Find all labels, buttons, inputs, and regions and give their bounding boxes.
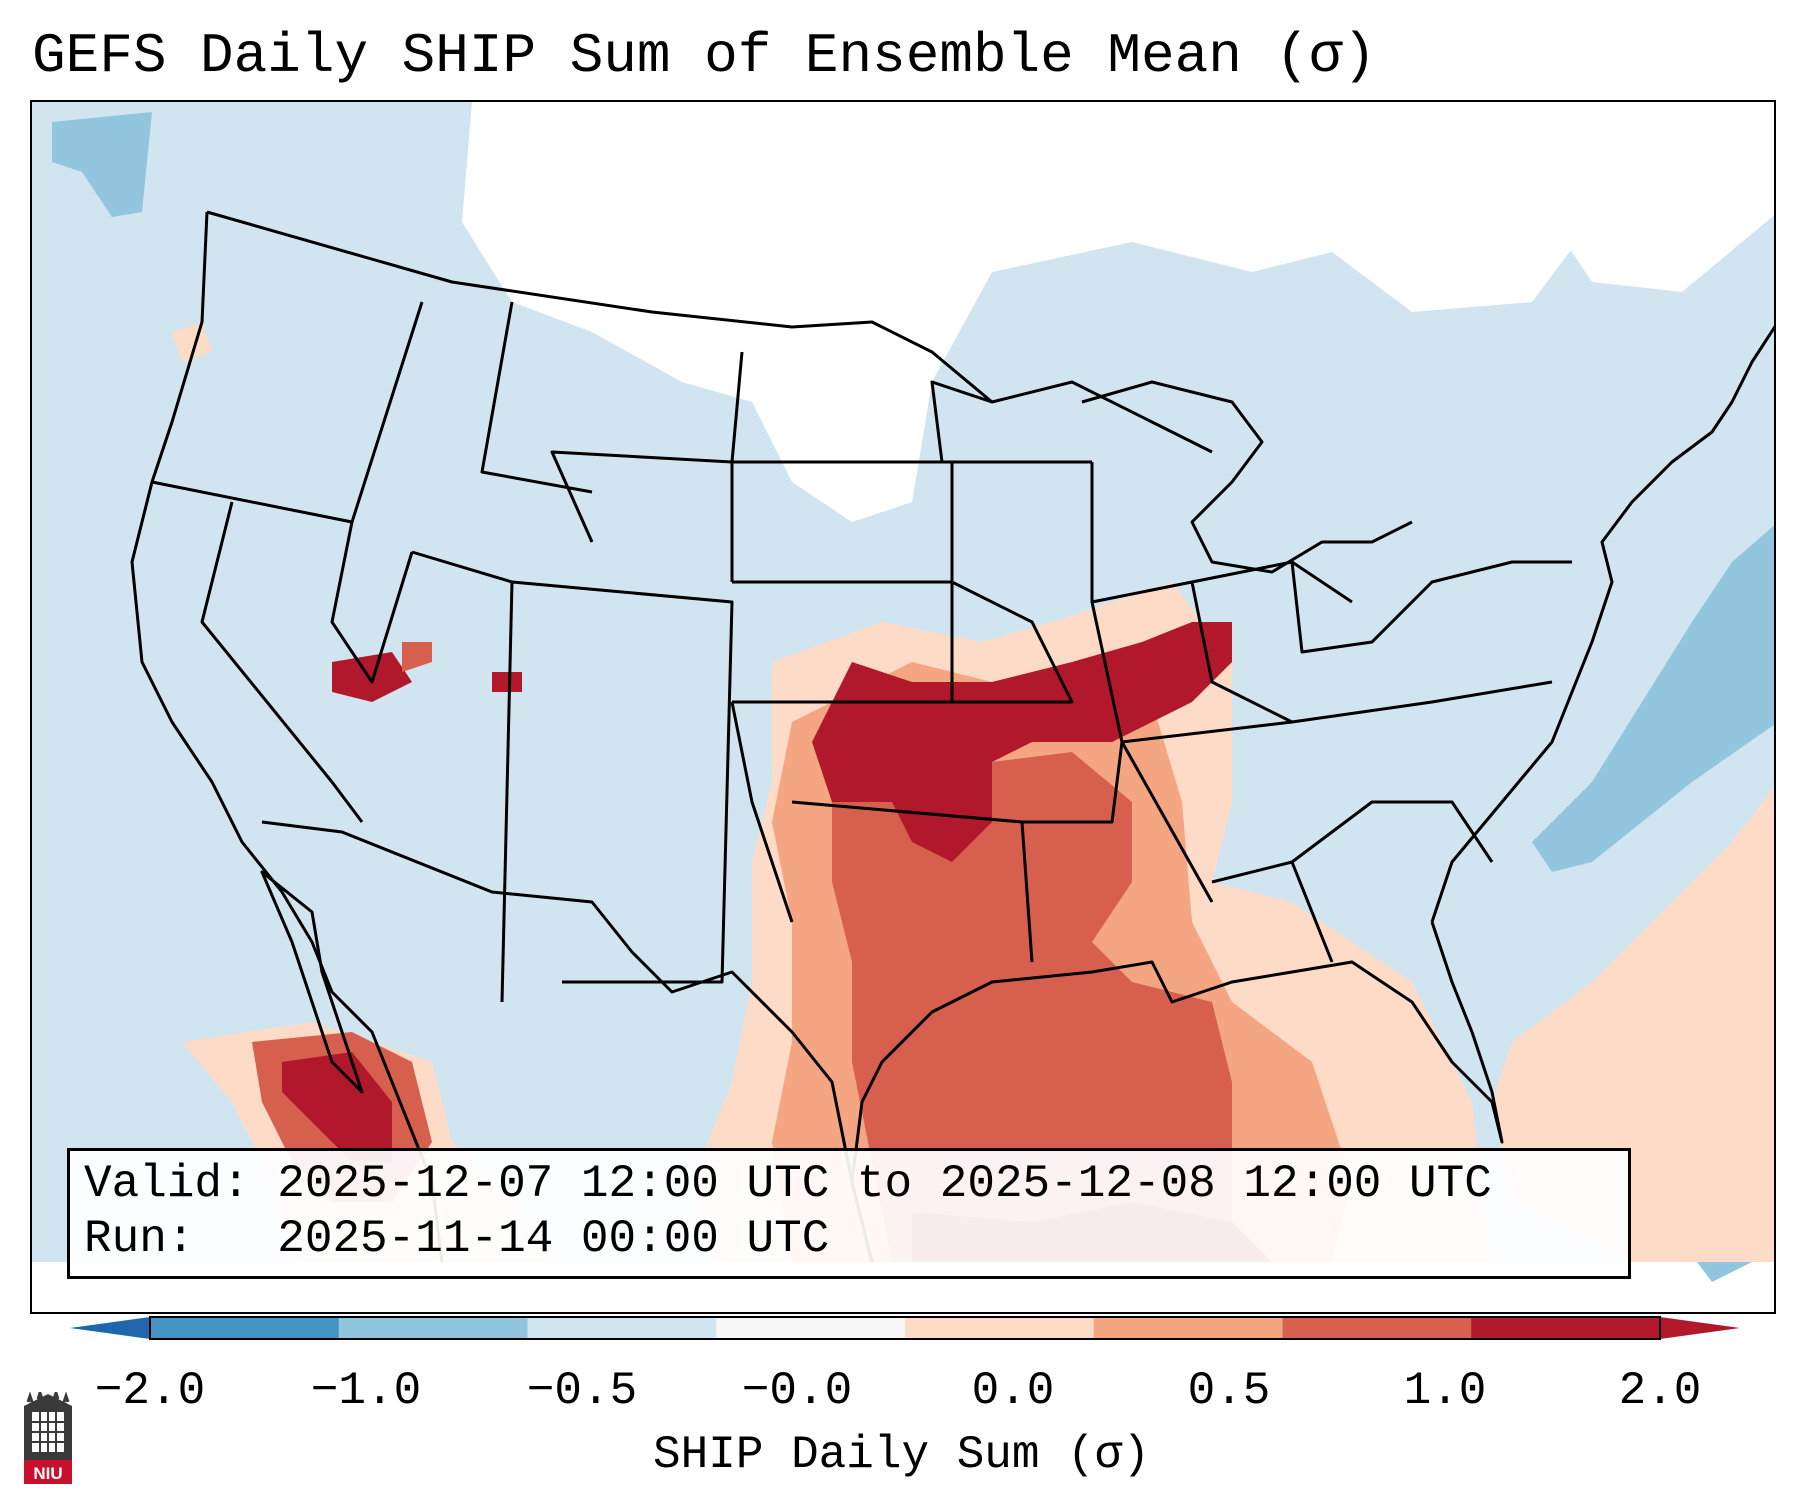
border-canada (206, 210, 1213, 454)
state-lines-west (151, 301, 744, 1003)
colorbar-tick-label: −0.5 (526, 1365, 638, 1417)
colorbar-segments (150, 1317, 1661, 1339)
colorbar-extend-high (1660, 1317, 1740, 1339)
colorbar-extend-low (70, 1317, 150, 1339)
state-lines-central (730, 380, 1124, 963)
coastline-gulf (850, 921, 1504, 1183)
colorbar-tick-label: −2.0 (94, 1365, 206, 1417)
field-red-great-basin (402, 642, 432, 672)
field-light-red-oregon (172, 322, 212, 362)
field-light-blue-atlantic (1532, 525, 1774, 872)
colorbar (70, 1316, 1740, 1340)
great-lakes (1081, 380, 1413, 574)
field-red-gulf (832, 742, 1232, 1262)
field-light-red-atlantic (1492, 787, 1774, 1262)
field-near-zero-ne (1472, 102, 1774, 292)
field-dark-red-sonora (282, 1052, 392, 1162)
colorbar-tick-label: 2.0 (1618, 1365, 1702, 1417)
colorbar-tick-label: 0.0 (971, 1365, 1055, 1417)
chart-title: GEFS Daily SHIP Sum of Ensemble Mean (σ) (32, 24, 1377, 88)
ship-map (32, 102, 1774, 1312)
colorbar-segment (1471, 1317, 1661, 1339)
colorbar-segment (150, 1317, 340, 1339)
svg-text:NIU: NIU (33, 1464, 62, 1483)
colorbar-outline (149, 1316, 1661, 1340)
border-mexico (261, 820, 874, 1263)
colorbar-tick-label: −1.0 (310, 1365, 422, 1417)
colorbar-segment (1282, 1317, 1472, 1339)
colorbar-segment (905, 1317, 1095, 1339)
valid-run-box: Valid: 2025-12-07 12:00 UTC to 2025-12-0… (67, 1148, 1631, 1279)
colorbar-segment (338, 1317, 528, 1339)
colorbar-tick-label: 1.0 (1403, 1365, 1487, 1417)
colorbar-tick-label: 0.5 (1187, 1365, 1271, 1417)
field-near-zero-north (462, 102, 1592, 522)
valid-time-text: Valid: 2025-12-07 12:00 UTC to 2025-12-0… (84, 1158, 1492, 1210)
colorbar-segment (1093, 1317, 1283, 1339)
coastline-east (1430, 325, 1774, 923)
field-light-blue-nw (52, 112, 152, 217)
niu-logo: NIU (24, 1392, 72, 1484)
colorbar-tick-label: −0.0 (741, 1365, 853, 1417)
coastline-baja (260, 870, 364, 1094)
state-lines-east (1090, 462, 1572, 963)
coastline-west (130, 211, 444, 1263)
field-dark-red-utah (492, 672, 522, 692)
map-panel (30, 100, 1776, 1314)
run-time-text: Run: 2025-11-14 00:00 UTC (84, 1213, 830, 1265)
map-boundaries (130, 210, 1774, 1263)
field-dark-red-plains (812, 622, 1232, 862)
colorbar-label: SHIP Daily Sum (σ) (653, 1429, 1150, 1481)
colorbar-segment (716, 1317, 906, 1339)
colorbar-segment (527, 1317, 717, 1339)
